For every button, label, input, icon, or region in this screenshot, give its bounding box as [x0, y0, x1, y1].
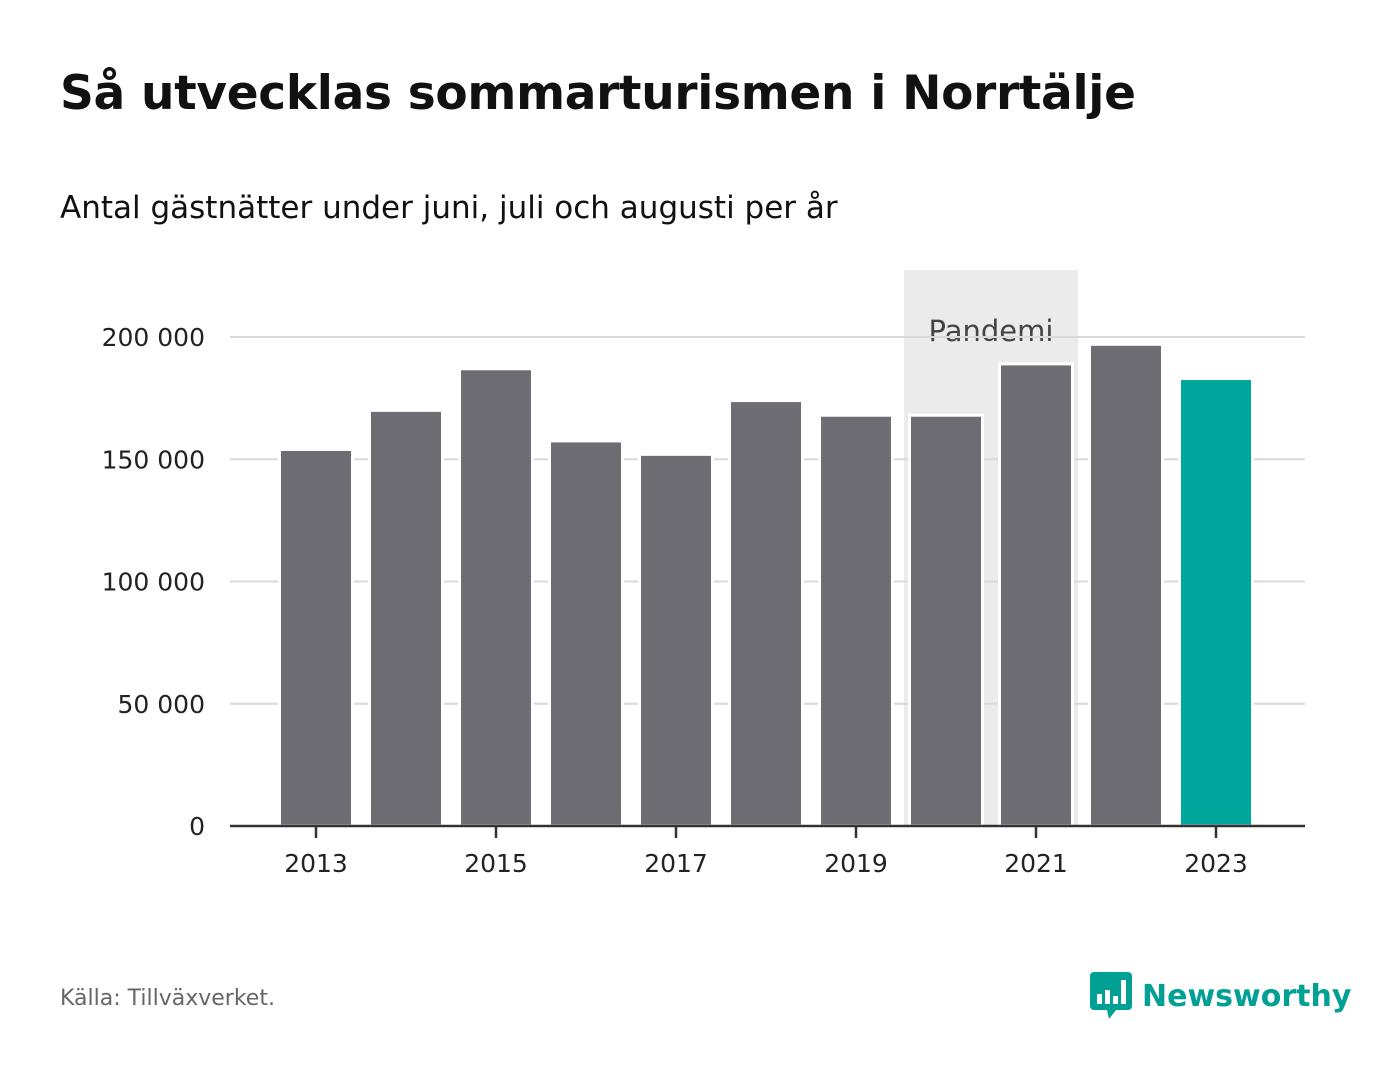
- bar-2023: [1178, 377, 1254, 828]
- axis-layer: [230, 824, 1305, 838]
- bar-2016: [548, 439, 624, 828]
- y-tick-label: 0: [189, 812, 205, 841]
- y-tick-label: 150 000: [102, 445, 205, 474]
- y-tick-label: 100 000: [102, 568, 205, 597]
- x-tick-label: 2015: [464, 849, 528, 878]
- x-tick-label: 2019: [824, 849, 888, 878]
- bar-2017: [638, 452, 714, 828]
- x-tick-label: 2021: [1004, 849, 1068, 878]
- y-tick-label: 200 000: [102, 323, 205, 352]
- source-note: Källa: Tillväxverket.: [60, 986, 275, 1011]
- bar-2013: [278, 447, 354, 828]
- newsworthy-logo: Newsworthy: [1090, 972, 1351, 1020]
- bar-2019: [818, 413, 894, 828]
- bar-2018: [728, 399, 804, 828]
- logo-text: Newsworthy: [1142, 978, 1352, 1014]
- bar-2022: [1088, 342, 1164, 828]
- pandemic-label: Pandemi: [929, 314, 1054, 348]
- bar-2014: [368, 408, 444, 828]
- tick-label-layer: 0 50 000 100 000 150 000 200 000 2013 2015 2017…: [102, 323, 1248, 878]
- bar-2020: [908, 413, 984, 828]
- x-tick-label: 2023: [1184, 849, 1248, 878]
- chart-subtitle: Antal gästnätter under juni, juli och au…: [60, 190, 838, 226]
- bar-2021: [998, 362, 1074, 828]
- bar-layer: [278, 342, 1254, 828]
- x-tick-label: 2017: [644, 849, 708, 878]
- bar-chart-speech-bubble-icon: [1090, 972, 1132, 1019]
- y-tick-label: 50 000: [118, 690, 205, 719]
- chart-title: Så utvecklas sommarturismen i Norrtälje: [60, 66, 1136, 121]
- x-tick-label: 2013: [284, 849, 348, 878]
- bar-chart: Pandemi 0 50 000 100 000 150 000 200 000 2013…: [102, 270, 1305, 878]
- bar-2015: [458, 367, 534, 828]
